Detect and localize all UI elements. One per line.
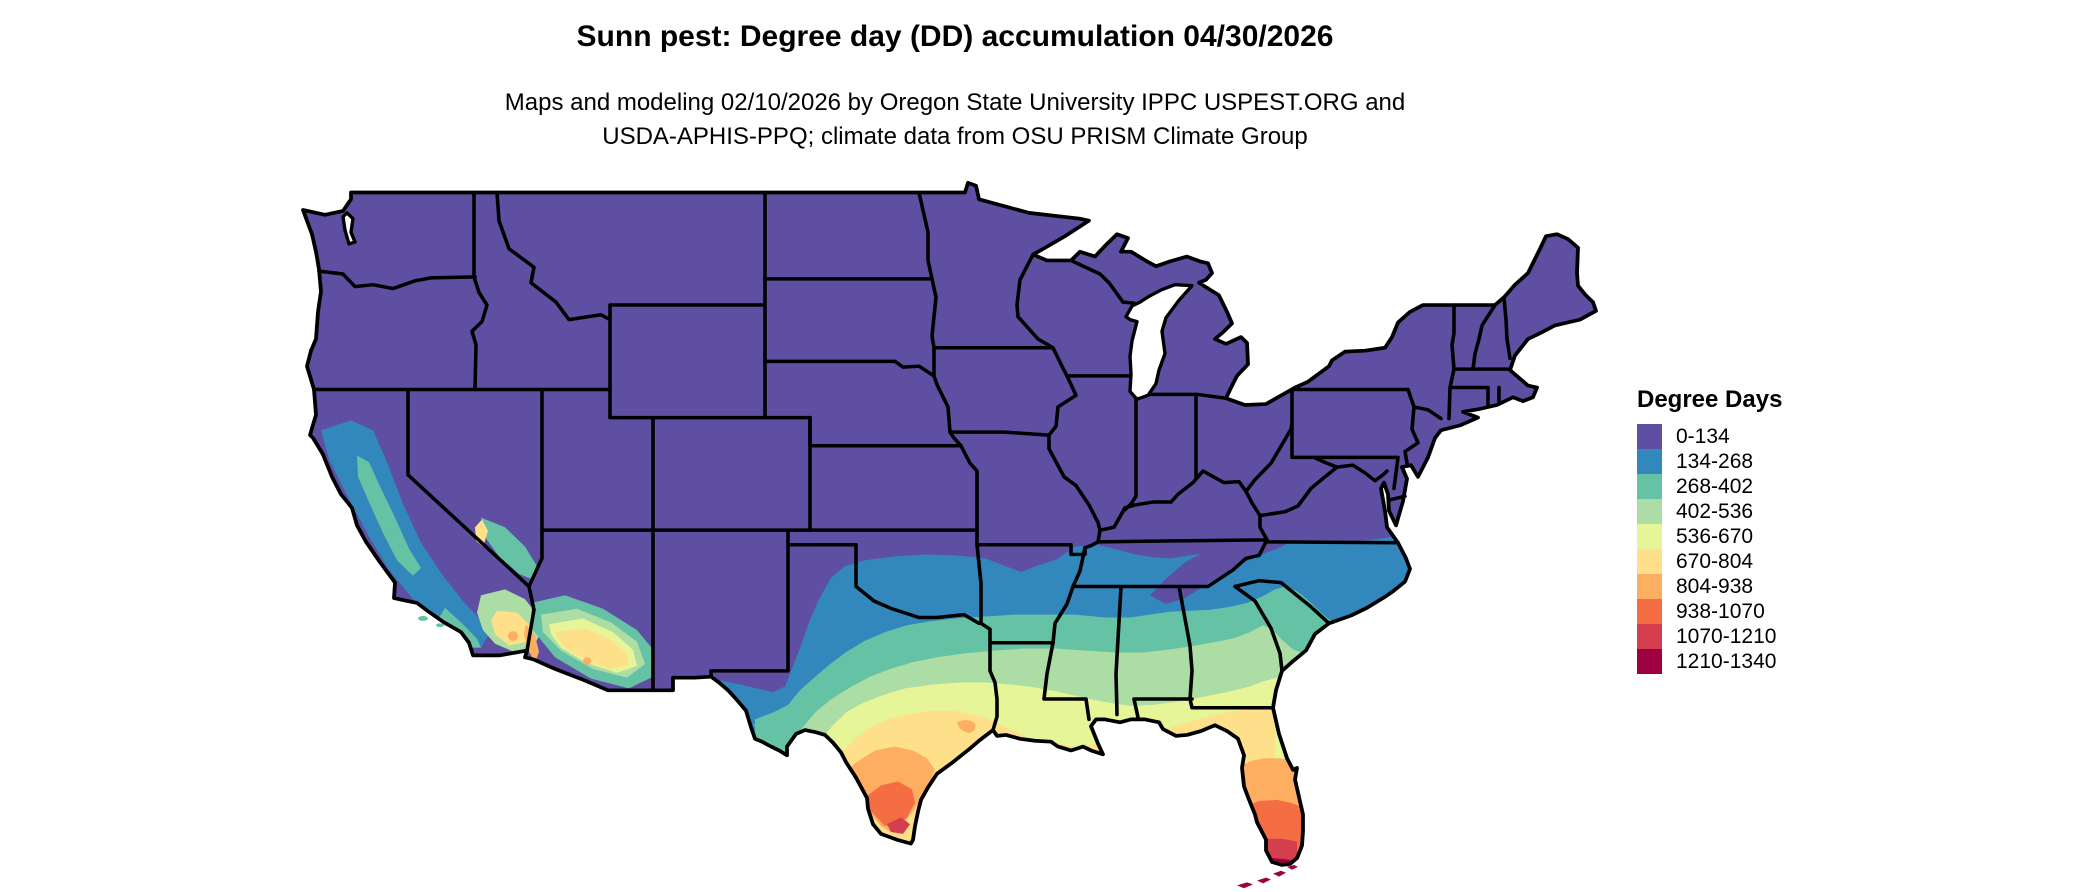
legend-label: 268-402 [1676, 474, 1754, 498]
puget-sound [341, 211, 357, 246]
legend-label: 804-938 [1676, 574, 1754, 598]
state-borders-east [1244, 387, 1443, 542]
state-borders-new-england [1447, 295, 1512, 421]
legend-label: 1210-1340 [1676, 649, 1777, 673]
legend-swatch [1637, 499, 1662, 524]
state-borders-midwest [975, 252, 1294, 557]
patch-colorado-river-orange [524, 624, 539, 664]
us-outline [301, 180, 1598, 867]
lakes [341, 211, 1194, 401]
legend-item: 1070-1210 [1637, 624, 1782, 649]
channel-island [436, 623, 444, 628]
map-title: Sunn pest: Degree day (DD) accumulation … [576, 20, 1334, 53]
legend-swatch [1637, 449, 1662, 474]
legend-title: Degree Days [1637, 386, 1783, 413]
patch-texas-red [887, 817, 910, 834]
patch-socal-desert-yellow [491, 610, 531, 646]
legend-item: 134-268 [1637, 449, 1782, 474]
legend-item: 536-670 [1637, 524, 1782, 549]
channel-island [418, 616, 428, 621]
florida-keys [1237, 864, 1298, 889]
legend-swatch [1637, 549, 1662, 574]
patch-houston-orange [957, 720, 976, 733]
legend-swatch [1637, 599, 1662, 624]
legend-item: 804-938 [1637, 574, 1782, 599]
legend-item: 268-402 [1637, 474, 1782, 499]
legend-item: 0-134 [1637, 424, 1782, 449]
legend: Degree Days 0-134 134-268 268-402 402-53… [1637, 386, 1782, 674]
state-borders-south [1042, 528, 1400, 722]
map-subtitle: Maps and modeling 02/10/2026 by Oregon S… [0, 86, 1910, 154]
legend-label: 1070-1210 [1676, 624, 1777, 648]
legend-swatch [1637, 649, 1662, 674]
us-degree-day-map [301, 180, 1598, 889]
patch-arizona-pale-yellow [555, 628, 629, 669]
raster-bands [303, 182, 1596, 865]
legend-swatch [1637, 474, 1662, 499]
patch-socal-coast-teal [437, 607, 481, 648]
legend-item: 402-536 [1637, 499, 1782, 524]
islands [418, 616, 1298, 889]
legend-item: 670-804 [1637, 549, 1782, 574]
legend-swatch [1637, 574, 1662, 599]
patch-bootheel-teal [675, 679, 700, 691]
legend-label: 134-268 [1676, 449, 1754, 473]
map-subtitle-line1: Maps and modeling 02/10/2026 by Oregon S… [504, 89, 1406, 116]
patch-east-california-teal [481, 517, 537, 580]
patch-texas-dark-orange [863, 781, 915, 829]
legend-swatch [1637, 424, 1662, 449]
legend-swatch [1637, 524, 1662, 549]
legend-item: 938-1070 [1637, 599, 1782, 624]
legend-swatch [1637, 624, 1662, 649]
state-borders [312, 190, 1512, 732]
map-subtitle-line2: USDA-APHIS-PPQ; climate data from OSU PR… [602, 123, 1308, 150]
patch-central-valley-teal [357, 455, 421, 576]
legend-item: 1210-1340 [1637, 649, 1782, 674]
legend-label: 670-804 [1676, 549, 1754, 573]
patch-imperial-orange [508, 631, 518, 641]
legend-label: 402-536 [1676, 499, 1754, 523]
lake-michigan [1124, 283, 1194, 401]
legend-label: 536-670 [1676, 524, 1754, 548]
legend-label: 938-1070 [1676, 599, 1765, 623]
state-borders-plains [709, 190, 1055, 732]
state-borders-west [312, 190, 812, 693]
patch-phoenix-orange [583, 657, 591, 666]
legend-label: 0-134 [1676, 424, 1730, 448]
